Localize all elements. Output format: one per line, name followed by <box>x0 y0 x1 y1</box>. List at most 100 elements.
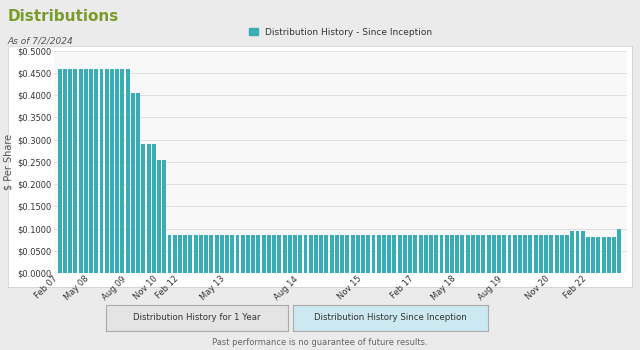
Bar <box>346 235 349 273</box>
Bar <box>586 237 590 273</box>
Bar <box>607 237 611 273</box>
Bar <box>440 235 444 273</box>
Bar <box>230 235 234 273</box>
Legend: Distribution History - Since Inception: Distribution History - Since Inception <box>246 24 436 40</box>
Bar <box>141 144 145 273</box>
Bar <box>236 235 239 273</box>
Bar <box>392 235 396 273</box>
Bar <box>303 235 307 273</box>
Bar <box>377 235 381 273</box>
Bar <box>560 235 564 273</box>
Bar <box>476 235 480 273</box>
Bar <box>152 144 156 273</box>
Bar <box>618 229 621 273</box>
Bar <box>492 235 496 273</box>
Bar <box>209 235 213 273</box>
Bar <box>257 235 260 273</box>
Bar <box>79 69 83 273</box>
Bar <box>163 160 166 273</box>
Bar <box>173 235 177 273</box>
Bar <box>58 69 61 273</box>
Bar <box>199 235 203 273</box>
Bar <box>293 235 297 273</box>
Bar <box>298 235 302 273</box>
Bar <box>283 235 287 273</box>
Bar <box>612 237 616 273</box>
Bar <box>445 235 449 273</box>
Bar <box>89 69 93 273</box>
Bar <box>194 235 198 273</box>
Bar <box>481 235 485 273</box>
Bar <box>544 235 548 273</box>
Bar <box>356 235 360 273</box>
Bar <box>262 235 266 273</box>
Bar <box>110 69 114 273</box>
Bar <box>319 235 323 273</box>
Bar <box>580 231 585 273</box>
Bar <box>94 69 98 273</box>
Bar <box>549 235 554 273</box>
Bar <box>120 69 124 273</box>
Bar <box>84 69 88 273</box>
Bar <box>330 235 333 273</box>
Bar <box>466 235 470 273</box>
Bar <box>596 237 600 273</box>
Bar <box>397 235 402 273</box>
Bar <box>455 235 459 273</box>
Bar <box>188 235 193 273</box>
Bar <box>105 69 109 273</box>
Text: Distribution History for 1 Year: Distribution History for 1 Year <box>133 313 260 322</box>
Bar <box>486 235 490 273</box>
Bar <box>424 235 428 273</box>
Bar <box>591 237 595 273</box>
Bar <box>74 69 77 273</box>
Bar <box>183 235 187 273</box>
Bar <box>277 235 282 273</box>
Bar <box>252 235 255 273</box>
Bar <box>168 235 172 273</box>
Bar <box>508 235 511 273</box>
Bar <box>372 235 376 273</box>
Bar <box>136 93 140 273</box>
Text: Past performance is no guarantee of future results.: Past performance is no guarantee of futu… <box>212 338 428 347</box>
Bar <box>419 235 422 273</box>
Bar <box>178 235 182 273</box>
Bar <box>288 235 292 273</box>
Bar <box>335 235 339 273</box>
Bar <box>429 235 433 273</box>
Bar <box>214 235 218 273</box>
Bar <box>351 235 355 273</box>
Bar <box>387 235 391 273</box>
Bar <box>555 235 559 273</box>
Bar <box>518 235 522 273</box>
Bar <box>403 235 407 273</box>
Bar <box>413 235 417 273</box>
Text: As of 7/2/2024: As of 7/2/2024 <box>8 37 74 46</box>
Bar <box>450 235 454 273</box>
Bar <box>497 235 501 273</box>
Bar <box>131 93 135 273</box>
Bar <box>68 69 72 273</box>
Bar <box>340 235 344 273</box>
Y-axis label: $ Per Share: $ Per Share <box>3 134 13 190</box>
Bar <box>534 235 538 273</box>
Bar <box>314 235 318 273</box>
Bar <box>157 160 161 273</box>
Bar <box>246 235 250 273</box>
Bar <box>524 235 527 273</box>
Bar <box>435 235 438 273</box>
Bar <box>204 235 208 273</box>
Bar <box>471 235 475 273</box>
Bar <box>324 235 328 273</box>
Bar <box>308 235 313 273</box>
Bar <box>99 69 104 273</box>
Bar <box>125 69 129 273</box>
Text: Distributions: Distributions <box>8 9 119 24</box>
Bar <box>241 235 244 273</box>
Bar <box>565 235 569 273</box>
Bar <box>382 235 386 273</box>
Bar <box>460 235 465 273</box>
Bar <box>575 231 579 273</box>
Bar <box>63 69 67 273</box>
Bar <box>147 144 150 273</box>
